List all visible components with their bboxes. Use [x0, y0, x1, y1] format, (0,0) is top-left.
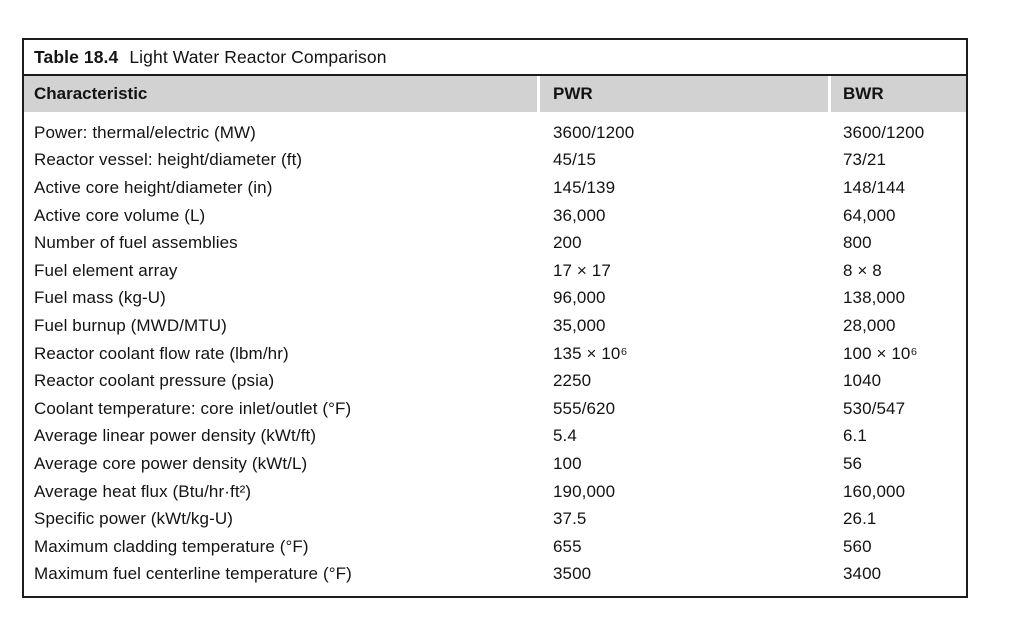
cell-bwr-value: 800: [843, 233, 872, 253]
cell-bwr-value: 73/21: [843, 150, 887, 170]
cell-characteristic: Reactor coolant flow rate (lbm/hr): [34, 343, 289, 363]
cell-bwr-value: 56: [843, 453, 863, 473]
cell-bwr-value: 8 × 8: [843, 260, 882, 280]
table-header-row: Characteristic PWR BWR: [24, 76, 966, 112]
table-row: Active core height/diameter (in) 145/139…: [24, 174, 966, 202]
cell-bwr-value: 64,000: [843, 205, 896, 225]
table-title: Light Water Reactor Comparison: [129, 46, 387, 67]
table-row: Number of fuel assemblies 200 800: [24, 229, 966, 257]
cell-characteristic: Reactor vessel: height/diameter (ft): [34, 150, 303, 170]
cell-characteristic: Fuel element array: [34, 260, 178, 280]
cell-pwr-value: 190,000: [553, 481, 616, 501]
cell-bwr-value: 3600/1200: [843, 122, 925, 142]
cell-pwr-value: 145/139: [553, 177, 616, 197]
cell-pwr-value: 2250: [553, 371, 592, 391]
table-row: Average heat flux (Btu/hr·ft²) 190,000 1…: [24, 478, 966, 506]
table-row: Specific power (kWt/kg-U) 37.5 26.1: [24, 505, 966, 533]
header-gap: [828, 76, 831, 112]
cell-bwr-value: 138,000: [843, 288, 906, 308]
table-row: Average core power density (kWt/L) 100 5…: [24, 450, 966, 478]
cell-characteristic: Average heat flux (Btu/hr·ft²): [34, 481, 252, 501]
cell-pwr-value: 17 × 17: [553, 260, 611, 280]
cell-bwr-value: 28,000: [843, 315, 896, 335]
cell-characteristic: Average core power density (kWt/L): [34, 453, 308, 473]
cell-characteristic: Maximum cladding temperature (°F): [34, 536, 309, 556]
cell-pwr-value: 37.5: [553, 509, 587, 529]
cell-characteristic: Number of fuel assemblies: [34, 233, 238, 253]
table-body: Power: thermal/electric (MW) 3600/1200 3…: [24, 112, 966, 588]
table-row: Maximum fuel centerline temperature (°F)…: [24, 561, 966, 589]
cell-characteristic: Average linear power density (kWt/ft): [34, 426, 317, 446]
cell-bwr-value: 1040: [843, 371, 882, 391]
cell-characteristic: Specific power (kWt/kg-U): [34, 509, 233, 529]
table-row: Reactor coolant flow rate (lbm/hr) 135 ×…: [24, 340, 966, 368]
table-row: Active core volume (L) 36,000 64,000: [24, 202, 966, 230]
cell-pwr-value: 555/620: [553, 398, 616, 418]
cell-bwr-value: 3400: [843, 564, 882, 584]
table-row: Power: thermal/electric (MW) 3600/1200 3…: [24, 119, 966, 147]
cell-characteristic: Active core volume (L): [34, 205, 206, 225]
table-row: Reactor coolant pressure (psia) 2250 104…: [24, 367, 966, 395]
cell-bwr-value: 560: [843, 536, 872, 556]
cell-bwr-value: 26.1: [843, 509, 877, 529]
cell-characteristic: Active core height/diameter (in): [34, 177, 273, 197]
cell-bwr-value: 530/547: [843, 398, 906, 418]
cell-bwr-value: 160,000: [843, 481, 906, 501]
table-row: Fuel burnup (MWD/MTU) 35,000 28,000: [24, 312, 966, 340]
comparison-table: Table 18.4 Light Water Reactor Compariso…: [22, 38, 968, 598]
table-number: Table 18.4: [34, 46, 119, 67]
table-row: Maximum cladding temperature (°F) 655 56…: [24, 533, 966, 561]
cell-characteristic: Fuel mass (kg-U): [34, 288, 166, 308]
cell-characteristic: Power: thermal/electric (MW): [34, 122, 256, 142]
header-gap: [537, 76, 540, 112]
cell-characteristic: Fuel burnup (MWD/MTU): [34, 315, 227, 335]
cell-pwr-value: 655: [553, 536, 582, 556]
cell-characteristic: Reactor coolant pressure (psia): [34, 371, 275, 391]
table-row: Fuel element array 17 × 17 8 × 8: [24, 257, 966, 285]
cell-pwr-value: 35,000: [553, 315, 606, 335]
column-header-characteristic: Characteristic: [24, 76, 537, 112]
column-header-bwr: BWR: [831, 76, 966, 112]
cell-pwr-value: 5.4: [553, 426, 577, 446]
cell-pwr-value: 96,000: [553, 288, 606, 308]
table-caption: Table 18.4 Light Water Reactor Compariso…: [24, 40, 966, 76]
cell-characteristic: Maximum fuel centerline temperature (°F): [34, 564, 352, 584]
cell-pwr-value: 200: [553, 233, 582, 253]
cell-pwr-value: 100: [553, 453, 582, 473]
cell-bwr-value: 100 × 10⁶: [843, 343, 918, 363]
cell-pwr-value: 3500: [553, 564, 592, 584]
table-row: Coolant temperature: core inlet/outlet (…: [24, 395, 966, 423]
column-header-pwr: PWR: [540, 76, 828, 112]
cell-characteristic: Coolant temperature: core inlet/outlet (…: [34, 398, 352, 418]
cell-bwr-value: 148/144: [843, 177, 906, 197]
cell-pwr-value: 135 × 10⁶: [553, 343, 628, 363]
table-row: Average linear power density (kWt/ft) 5.…: [24, 423, 966, 451]
cell-pwr-value: 36,000: [553, 205, 606, 225]
cell-pwr-value: 45/15: [553, 150, 597, 170]
table-row: Reactor vessel: height/diameter (ft) 45/…: [24, 147, 966, 175]
cell-pwr-value: 3600/1200: [553, 122, 635, 142]
table-row: Fuel mass (kg-U) 96,000 138,000: [24, 285, 966, 313]
cell-bwr-value: 6.1: [843, 426, 867, 446]
